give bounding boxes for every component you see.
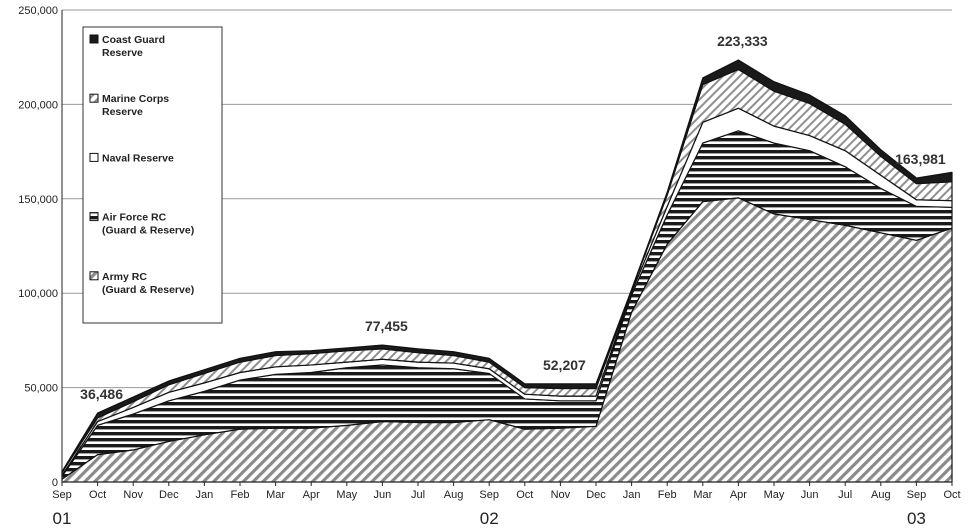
annotation-total-3: 223,333	[717, 33, 768, 49]
y-tick-label-5: 250,000	[18, 5, 58, 17]
x-tick-label-21: Jun	[801, 489, 819, 501]
x-tick-label-0: Sep	[52, 489, 72, 501]
x-tick-label-14: Nov	[551, 489, 571, 501]
x-tick-label-12: Sep	[479, 489, 499, 501]
legend-box	[82, 26, 223, 324]
x-tick-label-7: Apr	[303, 489, 320, 501]
x-tick-label-25: Oct	[943, 489, 960, 501]
legend-label-marine-corps-reserve: Marine Corps Reserve	[102, 93, 169, 118]
x-tick-label-5: Feb	[231, 489, 250, 501]
x-tick-label-2: Nov	[123, 489, 143, 501]
x-tick-label-22: Jul	[838, 489, 852, 501]
x-tick-label-13: Oct	[516, 489, 533, 501]
year-label-0: 01	[53, 509, 72, 528]
x-tick-label-24: Sep	[907, 489, 927, 501]
annotation-total-4: 163,981	[895, 151, 946, 167]
x-tick-label-1: Oct	[89, 489, 106, 501]
legend: Coast Guard Reserve Marine Corps Reserve Nav…	[82, 26, 223, 324]
area-coast-guard-reserve	[61, 59, 953, 474]
x-tick-label-23: Aug	[871, 489, 891, 501]
year-label-2: 03	[907, 509, 926, 528]
x-tick-label-17: Feb	[658, 489, 677, 501]
annotation-total-0: 36,486	[80, 386, 123, 402]
axes: 0 50,000 100,000 150,000 200,000 250,000 Sep Oc…	[18, 5, 960, 528]
y-tick-label-3: 150,000	[18, 194, 58, 206]
x-tick-label-19: Apr	[730, 489, 747, 501]
x-tick-label-8: May	[336, 489, 357, 501]
x-tick-label-15: Dec	[586, 489, 606, 501]
y-tick-label-1: 50,000	[24, 383, 58, 395]
legend-label-air-force-rc-guard-reserve: Air Force RC (Guard & Reserve)	[102, 212, 194, 237]
legend-label-army-rc-guard-reserve: Army RC (Guard & Reserve)	[102, 271, 194, 296]
legend-swatch-naval-reserve	[89, 152, 99, 162]
legend-swatch-coast-guard-reserve	[89, 34, 99, 44]
x-tick-label-18: Mar	[693, 489, 712, 501]
annotation-total-1: 77,455	[365, 318, 408, 334]
legend-swatch-army-rc-guard-reserve	[89, 271, 99, 281]
x-tick-label-4: Jan	[196, 489, 214, 501]
x-tick-label-16: Jan	[623, 489, 641, 501]
x-tick-label-10: Jul	[411, 489, 425, 501]
legend-swatch-air-force-rc-guard-reserve	[89, 212, 99, 222]
year-label-1: 02	[480, 509, 499, 528]
legend-label-naval-reserve: Naval Reserve	[102, 152, 174, 164]
x-tick-label-6: Mar	[266, 489, 285, 501]
x-tick-label-20: May	[764, 489, 785, 501]
annotation-total-2: 52,207	[543, 357, 586, 373]
y-tick-label-0: 0	[52, 477, 58, 489]
x-tick-label-3: Dec	[159, 489, 179, 501]
x-tick-label-9: Jun	[374, 489, 392, 501]
y-tick-label-4: 200,000	[18, 99, 58, 111]
legend-label-coast-guard-reserve: Coast Guard Reserve	[102, 34, 165, 59]
annotation-layer: 36,486 77,455 52,207 223,333 163,981	[80, 33, 946, 402]
y-tick-label-2: 100,000	[18, 288, 58, 300]
x-tick-label-11: Aug	[444, 489, 464, 501]
legend-swatch-marine-corps-reserve	[89, 93, 99, 103]
